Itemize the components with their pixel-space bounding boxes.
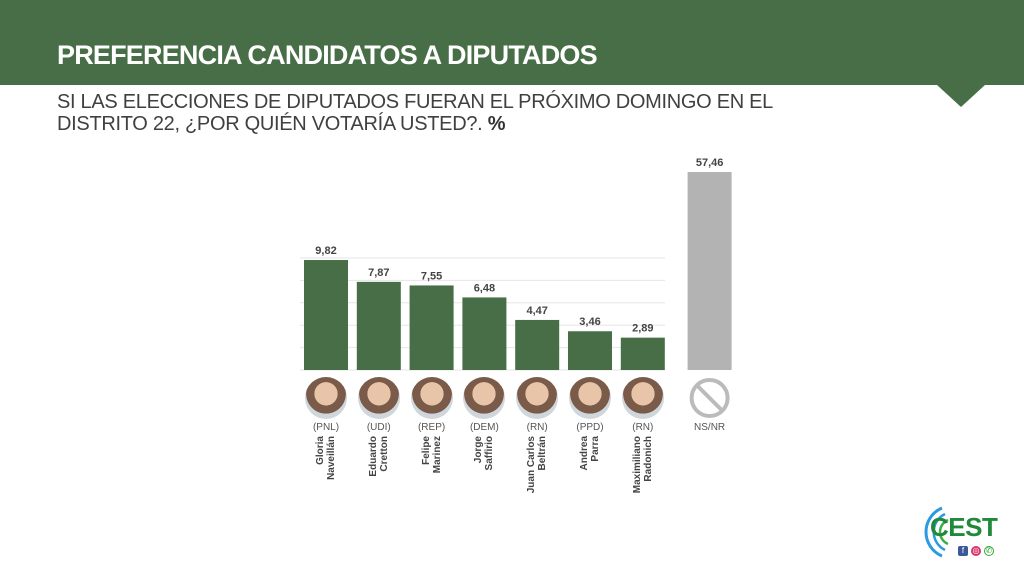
- party-label: (RN): [526, 422, 548, 433]
- question-text: SI LAS ELECCIONES DE DIPUTADOS FUERAN EL…: [57, 91, 773, 135]
- data-label: 6,48: [474, 282, 495, 294]
- candidate-photo: [357, 377, 400, 419]
- data-label: 2,89: [632, 323, 653, 335]
- no-answer-icon: [689, 378, 730, 418]
- candidate-name: Andrea Parra: [579, 436, 601, 471]
- party-label: (DEM): [469, 422, 499, 433]
- data-label: 3,46: [579, 316, 600, 328]
- candidate-photo: [621, 377, 664, 419]
- party-label: (UDI): [366, 422, 391, 433]
- candidate-photo: [463, 377, 506, 419]
- candidate-name: Eduardo Cretton: [367, 436, 390, 477]
- bar: [687, 172, 732, 370]
- instagram-icon[interactable]: ◎: [971, 546, 981, 556]
- bar: [409, 285, 454, 370]
- party-label: (PPD): [576, 422, 604, 433]
- data-label: 4,47: [526, 305, 547, 317]
- party-label: (RN): [632, 422, 654, 433]
- cest-logo: [924, 506, 949, 558]
- data-label: 7,55: [421, 270, 442, 282]
- candidate-photo: [410, 377, 453, 419]
- candidate-photo: [569, 377, 611, 419]
- bar: [620, 337, 665, 370]
- bar: [304, 260, 348, 370]
- header-band: [0, 0, 1024, 85]
- unit: %: [487, 113, 506, 135]
- party-label: (PNL): [312, 422, 340, 433]
- logo-text: CEST: [930, 512, 998, 542]
- chart-question: SI LAS ELECCIONES DE DIPUTADOS FUERAN EL…: [57, 91, 777, 135]
- bar: [462, 297, 507, 370]
- bar: [356, 281, 401, 370]
- whatsapp-icon[interactable]: ✆: [984, 546, 994, 556]
- bar: [515, 319, 560, 370]
- data-label: 7,87: [368, 267, 389, 279]
- candidate-name: Felipe Marinez: [420, 436, 443, 474]
- facebook-icon[interactable]: f: [958, 546, 968, 556]
- data-label: 9,82: [315, 245, 336, 257]
- candidate-photo: [516, 377, 559, 419]
- party-label: (REP): [417, 422, 446, 433]
- candidate-photo: [305, 377, 347, 419]
- candidate-name: Gloria Naveillán: [315, 436, 337, 480]
- page-title: PREFERENCIA CANDIDATOS A DIPUTADOS: [57, 40, 598, 70]
- candidate-name: Maximiliano Radonich: [631, 436, 654, 494]
- category-label: NS/NR: [694, 422, 726, 433]
- candidate-name: Jorge Saffirio: [473, 436, 496, 471]
- bar: [568, 331, 612, 370]
- data-label: 57,46: [696, 157, 724, 169]
- header-triangle: [937, 85, 985, 107]
- candidate-name: Juan Carlos Beltrán: [526, 436, 549, 494]
